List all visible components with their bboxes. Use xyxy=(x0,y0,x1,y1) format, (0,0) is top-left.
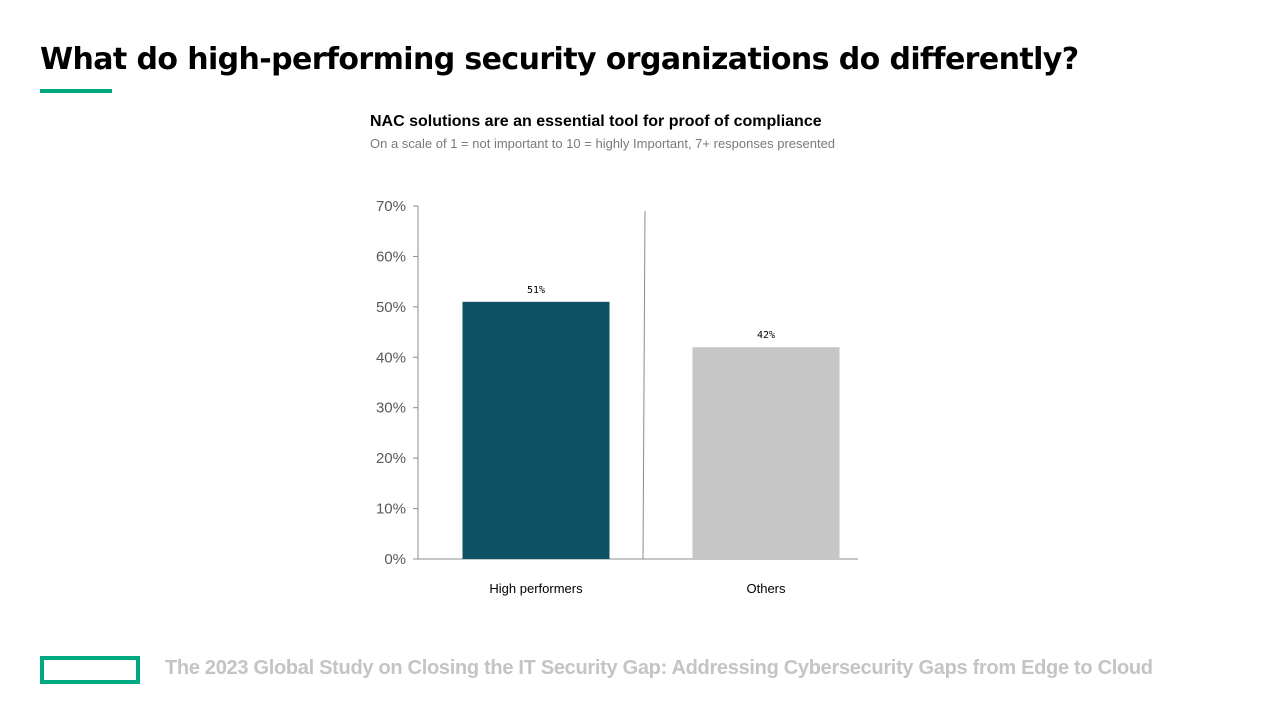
bar xyxy=(692,347,840,559)
bar-data-label: 42% xyxy=(757,330,775,341)
category-separator-line xyxy=(642,210,646,560)
title-accent-underline xyxy=(40,89,112,93)
y-tick-label: 0% xyxy=(384,551,406,568)
y-tick-label: 50% xyxy=(376,299,406,316)
chart-title: NAC solutions are an essential tool for … xyxy=(370,113,822,130)
y-tick-label: 40% xyxy=(376,349,406,366)
footer-study-title: The 2023 Global Study on Closing the IT … xyxy=(165,657,1153,679)
y-tick-label: 60% xyxy=(376,248,406,265)
bar xyxy=(462,301,610,559)
y-tick-label: 30% xyxy=(376,400,406,417)
x-category-label: Others xyxy=(746,581,786,596)
page-title: What do high-performing security organiz… xyxy=(40,42,1079,77)
bar-data-label: 51% xyxy=(527,285,545,296)
y-tick-label: 10% xyxy=(376,501,406,518)
x-category-label: High performers xyxy=(489,581,583,596)
y-tick-label: 20% xyxy=(376,450,406,467)
y-tick-label: 70% xyxy=(376,198,406,215)
chart-subtitle: On a scale of 1 = not important to 10 = … xyxy=(370,136,836,151)
hpe-element-logo-icon xyxy=(40,656,140,684)
